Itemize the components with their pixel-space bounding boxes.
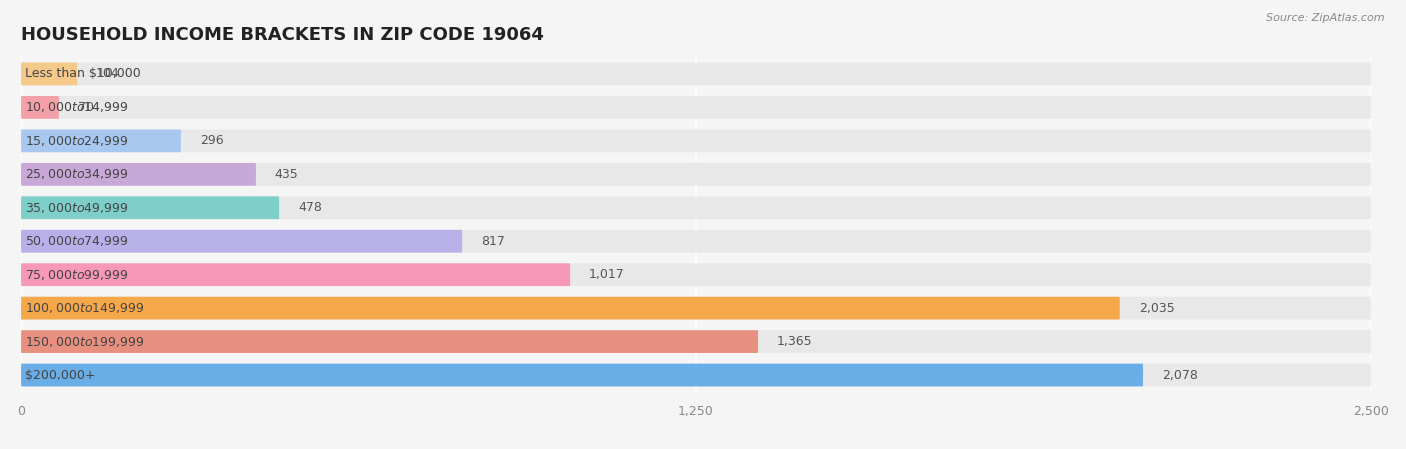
Text: 817: 817 bbox=[481, 235, 505, 248]
FancyBboxPatch shape bbox=[21, 129, 1371, 152]
Text: 1,017: 1,017 bbox=[589, 268, 624, 281]
Text: $100,000 to $149,999: $100,000 to $149,999 bbox=[25, 301, 145, 315]
Text: $75,000 to $99,999: $75,000 to $99,999 bbox=[25, 268, 129, 282]
FancyBboxPatch shape bbox=[21, 263, 571, 286]
Text: $25,000 to $34,999: $25,000 to $34,999 bbox=[25, 167, 129, 181]
FancyBboxPatch shape bbox=[21, 196, 1371, 219]
Text: $10,000 to $14,999: $10,000 to $14,999 bbox=[25, 101, 129, 114]
FancyBboxPatch shape bbox=[21, 364, 1143, 387]
FancyBboxPatch shape bbox=[21, 297, 1119, 320]
Text: 70: 70 bbox=[77, 101, 94, 114]
FancyBboxPatch shape bbox=[21, 96, 59, 119]
FancyBboxPatch shape bbox=[21, 297, 1371, 320]
FancyBboxPatch shape bbox=[21, 330, 1371, 353]
Text: $200,000+: $200,000+ bbox=[25, 369, 96, 382]
FancyBboxPatch shape bbox=[21, 364, 1371, 387]
Text: 104: 104 bbox=[96, 67, 120, 80]
FancyBboxPatch shape bbox=[21, 62, 77, 85]
Text: Less than $10,000: Less than $10,000 bbox=[25, 67, 141, 80]
Text: $15,000 to $24,999: $15,000 to $24,999 bbox=[25, 134, 129, 148]
Text: 435: 435 bbox=[274, 168, 298, 181]
FancyBboxPatch shape bbox=[21, 196, 280, 219]
Text: Source: ZipAtlas.com: Source: ZipAtlas.com bbox=[1267, 13, 1385, 23]
Text: $50,000 to $74,999: $50,000 to $74,999 bbox=[25, 234, 129, 248]
FancyBboxPatch shape bbox=[21, 96, 1371, 119]
FancyBboxPatch shape bbox=[21, 163, 1371, 186]
Text: 1,365: 1,365 bbox=[778, 335, 813, 348]
FancyBboxPatch shape bbox=[21, 230, 1371, 253]
Text: 2,078: 2,078 bbox=[1161, 369, 1198, 382]
FancyBboxPatch shape bbox=[21, 330, 758, 353]
Text: 2,035: 2,035 bbox=[1139, 302, 1174, 315]
FancyBboxPatch shape bbox=[21, 62, 1371, 85]
Text: HOUSEHOLD INCOME BRACKETS IN ZIP CODE 19064: HOUSEHOLD INCOME BRACKETS IN ZIP CODE 19… bbox=[21, 26, 544, 44]
Text: 478: 478 bbox=[298, 201, 322, 214]
Text: $150,000 to $199,999: $150,000 to $199,999 bbox=[25, 335, 145, 348]
FancyBboxPatch shape bbox=[21, 230, 463, 253]
FancyBboxPatch shape bbox=[21, 263, 1371, 286]
FancyBboxPatch shape bbox=[21, 129, 181, 152]
Text: $35,000 to $49,999: $35,000 to $49,999 bbox=[25, 201, 129, 215]
FancyBboxPatch shape bbox=[21, 163, 256, 186]
Text: 296: 296 bbox=[200, 134, 224, 147]
